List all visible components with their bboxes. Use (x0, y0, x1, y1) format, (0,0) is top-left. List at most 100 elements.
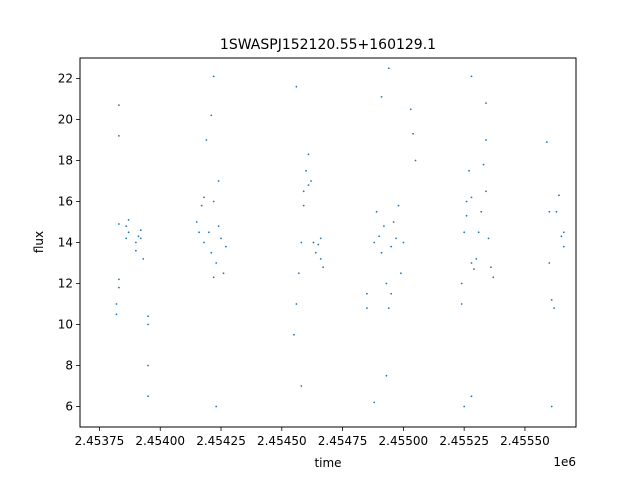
data-point (220, 237, 222, 240)
data-point (302, 190, 305, 193)
data-point (366, 307, 368, 309)
data-point (385, 282, 388, 285)
data-point (387, 67, 390, 70)
data-point (485, 190, 487, 193)
data-point (548, 262, 551, 264)
data-point (465, 200, 468, 203)
data-point (147, 323, 150, 326)
data-point (560, 235, 563, 238)
data-point (125, 225, 128, 228)
data-point (553, 307, 555, 309)
data-point (212, 200, 215, 203)
data-point (293, 333, 295, 336)
x-tick-label: 2.45475 (318, 434, 368, 448)
x-tick-label: 2.45400 (135, 434, 185, 448)
data-point (460, 303, 463, 305)
data-point (383, 225, 385, 228)
data-point (402, 241, 405, 244)
data-point (307, 153, 310, 156)
x-tick-label: 2.45375 (75, 434, 125, 448)
data-point (400, 272, 402, 275)
data-point (310, 180, 312, 182)
y-tick-label: 14 (58, 236, 73, 250)
data-point (147, 315, 150, 318)
data-point (312, 241, 315, 244)
data-point (210, 251, 213, 254)
data-point (470, 262, 473, 264)
data-point (302, 204, 305, 207)
data-point (390, 245, 393, 248)
data-point (147, 395, 150, 398)
y-tick-label: 22 (58, 72, 73, 86)
y-tick-label: 10 (58, 318, 73, 332)
data-point (127, 219, 130, 221)
x-tick-label: 2.45450 (257, 434, 307, 448)
data-point (380, 96, 383, 98)
data-point (385, 374, 388, 377)
data-point (480, 210, 483, 213)
data-point (127, 231, 130, 234)
data-point (212, 75, 215, 78)
data-point (222, 272, 225, 275)
y-axis: 6 8 10 12 14 16 18 20 22 (58, 72, 80, 414)
data-point (465, 214, 468, 217)
data-point (412, 132, 414, 135)
data-point (217, 180, 220, 182)
data-point (314, 251, 317, 254)
data-point (198, 231, 201, 234)
data-point (135, 241, 137, 244)
data-point (118, 286, 120, 289)
data-point (305, 169, 307, 172)
data-point (395, 237, 397, 240)
data-point (205, 139, 208, 141)
y-axis-label: flux (32, 231, 46, 253)
data-point (139, 229, 142, 232)
y-tick-label: 18 (58, 154, 73, 168)
scatter-points (115, 67, 565, 408)
data-point (139, 237, 142, 240)
data-point (137, 235, 140, 238)
data-point (470, 196, 473, 199)
data-point (118, 223, 120, 225)
data-point (390, 292, 393, 295)
data-point (366, 292, 368, 295)
data-point (215, 405, 218, 408)
data-point (482, 163, 485, 166)
x-axis: 2.45375 2.45400 2.45425 2.45450 2.45475 2.455… (75, 427, 550, 448)
data-point (208, 231, 210, 234)
data-point (118, 278, 120, 281)
data-point (470, 395, 473, 398)
data-point (468, 169, 470, 172)
data-point (142, 258, 145, 260)
x-tick-label: 2.45425 (196, 434, 246, 448)
data-point (387, 307, 390, 309)
data-point (295, 85, 298, 88)
data-point (317, 243, 320, 246)
data-point (125, 237, 128, 240)
data-point (490, 266, 492, 268)
data-point (300, 385, 303, 387)
data-point (555, 210, 558, 213)
data-point (200, 204, 203, 207)
data-point (460, 282, 463, 285)
data-point (378, 235, 380, 238)
x-tick-label: 2.45550 (500, 434, 550, 448)
data-point (300, 241, 303, 244)
x-tick-label: 2.45500 (379, 434, 429, 448)
data-point (375, 210, 378, 213)
x-tick-label: 2.45525 (439, 434, 489, 448)
data-point (203, 196, 205, 199)
data-point (492, 276, 495, 279)
data-point (225, 245, 227, 248)
data-point (562, 245, 565, 248)
data-point (550, 405, 553, 408)
chart-title: 1SWASPJ152120.55+160129.1 (220, 37, 436, 53)
data-point (392, 221, 395, 223)
data-point (463, 405, 466, 408)
data-point (322, 266, 324, 268)
plot-area (79, 57, 577, 428)
data-point (414, 159, 417, 162)
data-point (295, 303, 298, 305)
data-point (558, 194, 560, 197)
